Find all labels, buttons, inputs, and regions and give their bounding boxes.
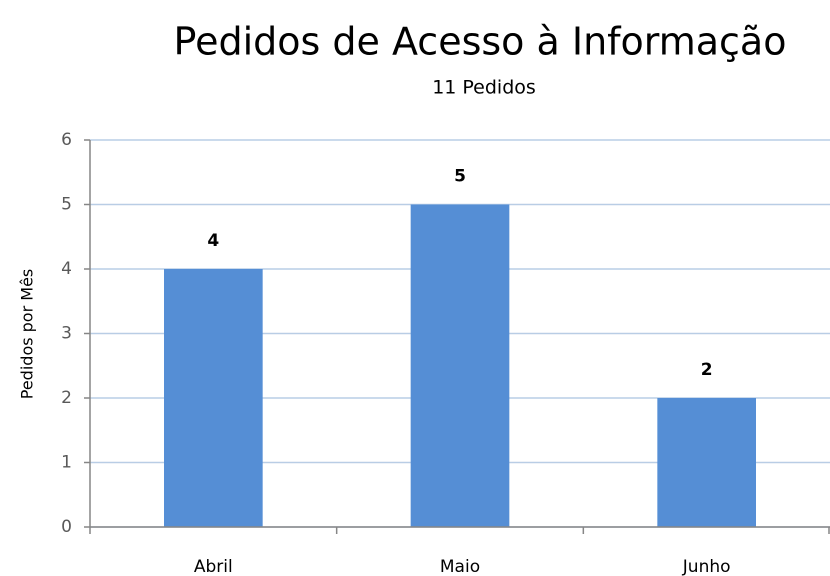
data-label: 4 xyxy=(207,231,219,251)
x-tick-label: Junho xyxy=(682,557,731,576)
bar xyxy=(164,269,263,527)
bar xyxy=(410,204,510,527)
chart-subtitle: 11 Pedidos xyxy=(432,77,536,99)
y-tick-label: 4 xyxy=(61,259,72,279)
x-tick-label: Abril xyxy=(194,557,233,576)
y-tick-label: 1 xyxy=(61,453,72,473)
y-axis-label: Pedidos por Mês xyxy=(18,269,37,399)
chart-title: Pedidos de Acesso à Informação xyxy=(174,20,787,64)
x-tick-label: Maio xyxy=(440,557,480,576)
y-tick-label: 6 xyxy=(61,130,72,150)
y-tick-label: 3 xyxy=(61,324,72,344)
y-tick-label: 0 xyxy=(61,517,72,537)
data-label: 5 xyxy=(454,167,466,187)
bar xyxy=(657,398,756,527)
y-tick-label: 2 xyxy=(61,388,72,408)
data-label: 2 xyxy=(701,360,713,380)
y-tick-label: 5 xyxy=(61,195,72,215)
